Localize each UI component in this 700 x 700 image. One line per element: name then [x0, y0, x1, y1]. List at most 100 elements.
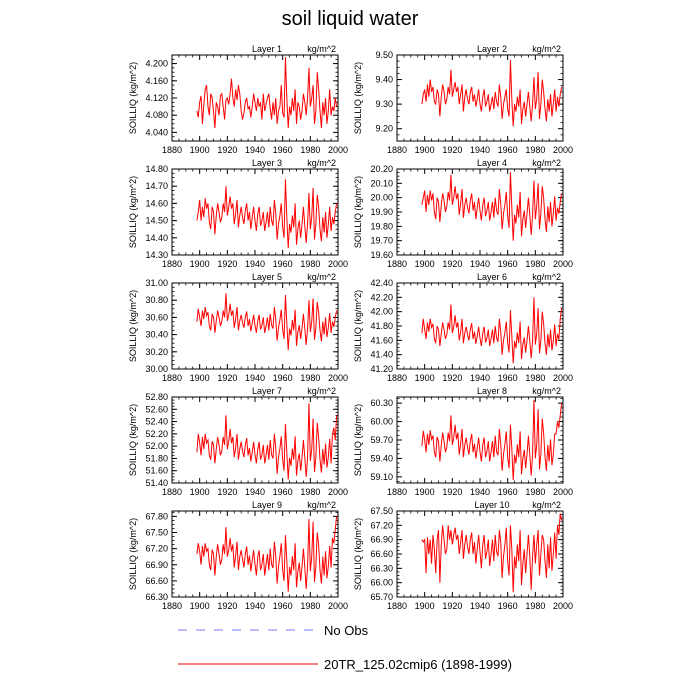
x-tick-label: 1920: [442, 259, 462, 269]
series-line: [196, 516, 338, 592]
y-tick-label: 52.60: [145, 404, 168, 414]
y-tick-label: 4.120: [145, 93, 168, 103]
series-line: [421, 400, 563, 480]
y-tick-label: 30.00: [145, 364, 168, 374]
y-tick-label: 41.20: [370, 364, 393, 374]
series-line: [196, 57, 338, 129]
x-tick-label: 1880: [162, 487, 182, 497]
panel-units: kg/m^2: [307, 158, 336, 168]
x-tick-label: 1880: [387, 145, 407, 155]
x-tick-label: 1940: [245, 259, 265, 269]
panel-units: kg/m^2: [532, 500, 561, 510]
y-axis-label: SOILLIQ (kg/m^2): [128, 290, 138, 362]
y-tick-label: 51.60: [145, 466, 168, 476]
x-tick-label: 1880: [387, 259, 407, 269]
x-tick-label: 1960: [273, 373, 293, 383]
y-tick-label: 66.60: [145, 576, 168, 586]
y-axis-label: SOILLIQ (kg/m^2): [353, 290, 363, 362]
y-tick-label: 66.30: [145, 592, 168, 602]
x-tick-label: 1960: [273, 601, 293, 611]
x-tick-label: 1920: [217, 145, 237, 155]
x-tick-label: 1900: [190, 259, 210, 269]
x-tick-label: 2000: [328, 601, 348, 611]
x-tick-label: 1940: [470, 487, 490, 497]
series-line: [421, 297, 563, 364]
y-tick-label: 67.80: [145, 511, 168, 521]
y-tick-label: 20.00: [370, 193, 393, 203]
x-tick-label: 2000: [553, 145, 573, 155]
x-tick-label: 1960: [498, 601, 518, 611]
panel-title: Layer 6: [477, 272, 507, 282]
x-tick-label: 1880: [162, 259, 182, 269]
y-tick-label: 4.080: [145, 110, 168, 120]
y-tick-label: 52.40: [145, 417, 168, 427]
y-tick-label: 30.80: [145, 295, 168, 305]
x-tick-label: 1980: [300, 487, 320, 497]
x-tick-label: 2000: [328, 145, 348, 155]
y-axis-label: SOILLIQ (kg/m^2): [353, 62, 363, 134]
figure-title: soil liquid water: [281, 8, 419, 30]
x-tick-label: 1900: [415, 373, 435, 383]
panel-title: Layer 7: [252, 386, 282, 396]
y-axis-label: SOILLIQ (kg/m^2): [128, 176, 138, 248]
plot-frame: [171, 396, 339, 484]
plot-frame: [396, 54, 564, 142]
x-tick-label: 1960: [498, 373, 518, 383]
x-tick-label: 1900: [415, 601, 435, 611]
y-tick-label: 30.20: [145, 347, 168, 357]
panel-units: kg/m^2: [307, 272, 336, 282]
x-tick-label: 1900: [190, 601, 210, 611]
y-tick-label: 30.60: [145, 312, 168, 322]
y-tick-label: 9.40: [375, 75, 393, 85]
y-axis-label: SOILLIQ (kg/m^2): [128, 518, 138, 590]
y-tick-label: 31.00: [145, 278, 168, 288]
y-tick-label: 60.00: [370, 417, 393, 427]
y-tick-label: 4.200: [145, 59, 168, 69]
x-tick-label: 1940: [245, 373, 265, 383]
panel-units: kg/m^2: [307, 500, 336, 510]
panel-layer-7: Layer 7 kg/m^2 1880 1900 1920 1940 1960 1980 200…: [128, 386, 348, 497]
x-tick-label: 1920: [442, 487, 462, 497]
y-tick-label: 59.40: [370, 453, 393, 463]
series-line: [421, 513, 563, 593]
panel-title: Layer 1: [252, 44, 282, 54]
panel-title: Layer 2: [477, 44, 507, 54]
y-tick-label: 66.30: [370, 563, 393, 573]
y-tick-label: 14.30: [145, 250, 168, 260]
y-tick-label: 14.50: [145, 216, 168, 226]
y-tick-label: 67.20: [370, 520, 393, 530]
x-tick-label: 2000: [553, 373, 573, 383]
panel-layer-8: Layer 8 kg/m^2 1880 1900 1920 1940 1960 1980 200…: [353, 386, 573, 497]
y-tick-label: 67.50: [370, 506, 393, 516]
x-tick-label: 1960: [498, 259, 518, 269]
x-tick-label: 1940: [470, 145, 490, 155]
y-tick-label: 14.80: [145, 164, 168, 174]
y-tick-label: 20.20: [370, 164, 393, 174]
x-tick-label: 1980: [525, 373, 545, 383]
x-tick-label: 1920: [217, 259, 237, 269]
panel-units: kg/m^2: [307, 44, 336, 54]
y-tick-label: 65.70: [370, 592, 393, 602]
plot-frame: [171, 168, 339, 256]
panel-title: Layer 3: [252, 158, 282, 168]
y-tick-label: 41.60: [370, 335, 393, 345]
x-tick-label: 1940: [470, 259, 490, 269]
x-tick-label: 2000: [553, 487, 573, 497]
y-tick-label: 19.90: [370, 207, 393, 217]
panel-layer-1: Layer 1 kg/m^2 1880 1900 1920 1940 1960 1980 200…: [128, 44, 348, 155]
x-tick-label: 1900: [415, 145, 435, 155]
y-tick-label: 66.90: [370, 535, 393, 545]
y-axis-label: SOILLIQ (kg/m^2): [128, 62, 138, 134]
series-line: [421, 171, 563, 241]
y-tick-label: 20.10: [370, 178, 393, 188]
y-tick-label: 52.00: [145, 441, 168, 451]
x-tick-label: 1920: [217, 373, 237, 383]
x-tick-label: 2000: [553, 259, 573, 269]
x-tick-label: 1900: [190, 487, 210, 497]
panel-title: Layer 5: [252, 272, 282, 282]
x-tick-label: 1940: [245, 601, 265, 611]
y-tick-label: 14.60: [145, 198, 168, 208]
y-tick-label: 60.30: [370, 398, 393, 408]
